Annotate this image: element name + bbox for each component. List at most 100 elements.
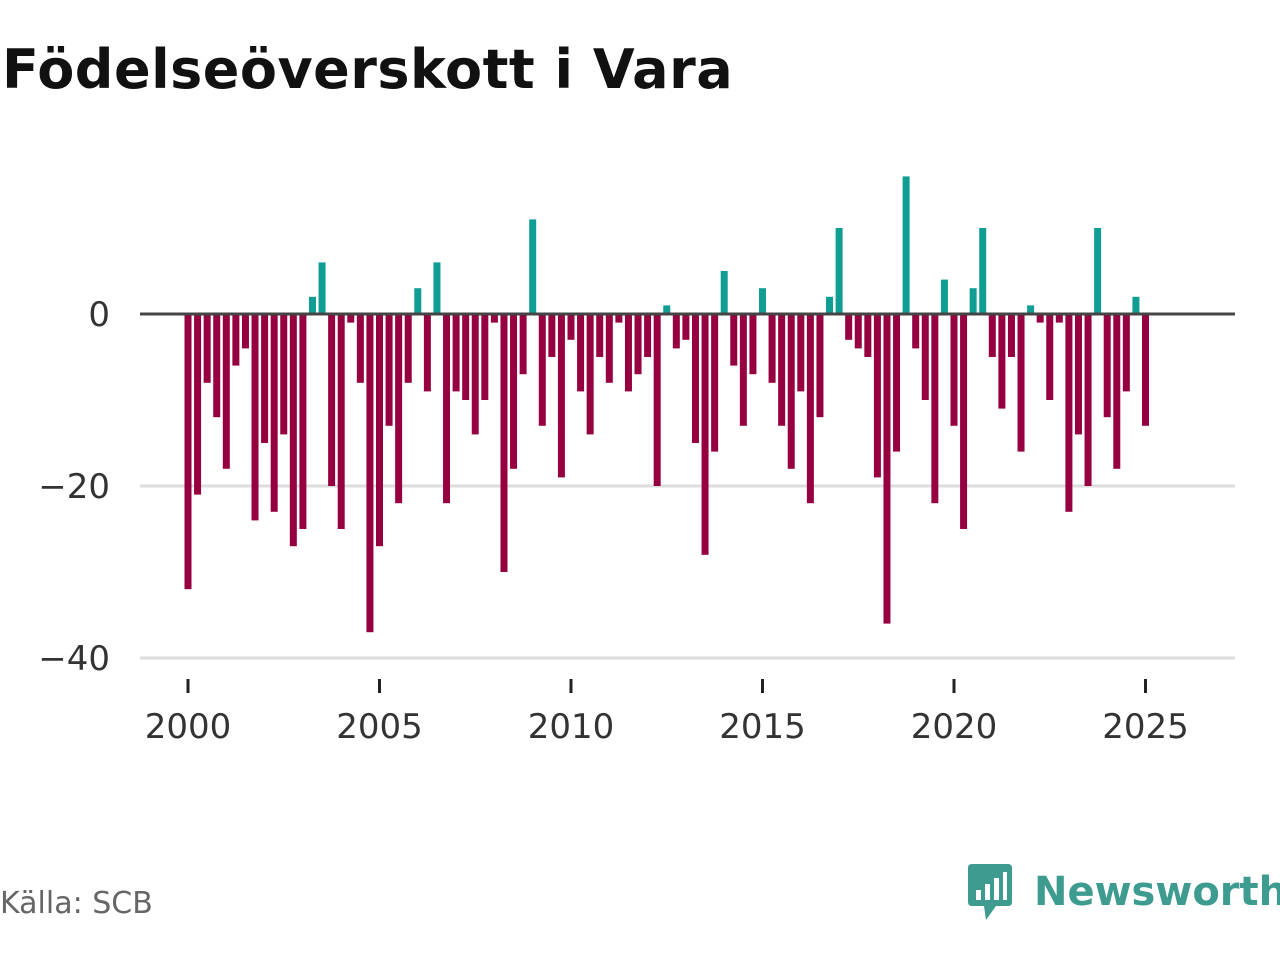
bar [979,228,987,314]
bar [615,314,623,323]
bar [366,314,374,633]
bar [557,314,565,478]
bar [873,314,881,478]
bar [251,314,259,521]
bar [184,314,192,590]
bar [806,314,814,504]
bar [222,314,230,469]
bar [1017,314,1025,452]
brand-logo: Newsworthy [964,862,1280,922]
bar [596,314,604,357]
bar [548,314,556,357]
x-tick-label: 2000 [145,707,232,747]
bar [883,314,891,624]
bar [385,314,393,426]
bar [998,314,1006,409]
bar [261,314,269,443]
bar [471,314,479,435]
bar [826,296,834,314]
bar [481,314,489,400]
bar [1113,314,1121,469]
bar [634,314,642,375]
bar [1055,314,1063,323]
x-tick-label: 2020 [911,707,998,747]
bar [529,219,537,314]
bar [816,314,824,418]
bar [644,314,652,357]
bar [845,314,853,340]
newsworthy-logo-icon [968,864,1012,920]
bar [395,314,403,504]
bar [778,314,786,426]
bar [1122,314,1130,392]
bar [739,314,747,426]
bar [577,314,585,392]
bar [519,314,527,375]
bar [328,314,336,486]
bar [318,262,326,314]
bar [950,314,958,426]
bar [893,314,901,452]
bar [1084,314,1092,486]
bars [184,176,1149,633]
bar [194,314,202,495]
bar [988,314,996,357]
bar [682,314,690,340]
gridlines [140,484,1235,660]
bar [433,262,441,314]
bar [404,314,412,383]
bar [1132,296,1140,314]
bar [1094,228,1102,314]
y-axis: 0 −20 −40 [38,295,110,679]
bar [931,314,939,504]
bar [443,314,451,504]
bar [308,296,316,314]
bar [289,314,297,547]
bar [213,314,221,418]
y-tick-label: −40 [38,639,110,679]
bar [720,271,728,314]
bar [921,314,929,400]
bar [423,314,431,392]
bar [414,288,422,314]
bar [1036,314,1044,323]
bar [711,314,719,452]
bar [902,176,910,314]
chart-title: Födelseöverskott i Vara [2,38,734,101]
bar [960,314,968,529]
bar [1027,305,1035,314]
bar [912,314,920,349]
bar [768,314,776,383]
bar [567,314,575,340]
bar [691,314,699,443]
bar [624,314,632,392]
bar [1142,314,1149,426]
bar [663,305,671,314]
bar [500,314,508,572]
bar [759,288,766,314]
x-tick-label: 2005 [336,707,423,747]
bar [672,314,680,349]
x-tick-label: 2010 [528,707,615,747]
bar [490,314,498,323]
x-tick-label: 2015 [719,707,806,747]
bar [730,314,738,366]
bar [203,314,211,383]
bar [280,314,288,435]
y-tick-label: −20 [38,467,110,507]
bar [653,314,661,486]
bar-chart: 0 −20 −40 2000 2005 2010 2015 2020 2025 [38,176,1235,747]
bar [241,314,249,349]
bar [605,314,613,383]
bar [1103,314,1111,418]
bar [749,314,757,375]
brand-name: Newsworthy [1034,869,1280,915]
bar [1065,314,1073,512]
bar [232,314,240,366]
bar [538,314,546,426]
bar [1007,314,1015,357]
bar [337,314,345,529]
bar [835,228,843,314]
bar [797,314,805,392]
source-note: Källa: SCB [0,886,153,921]
